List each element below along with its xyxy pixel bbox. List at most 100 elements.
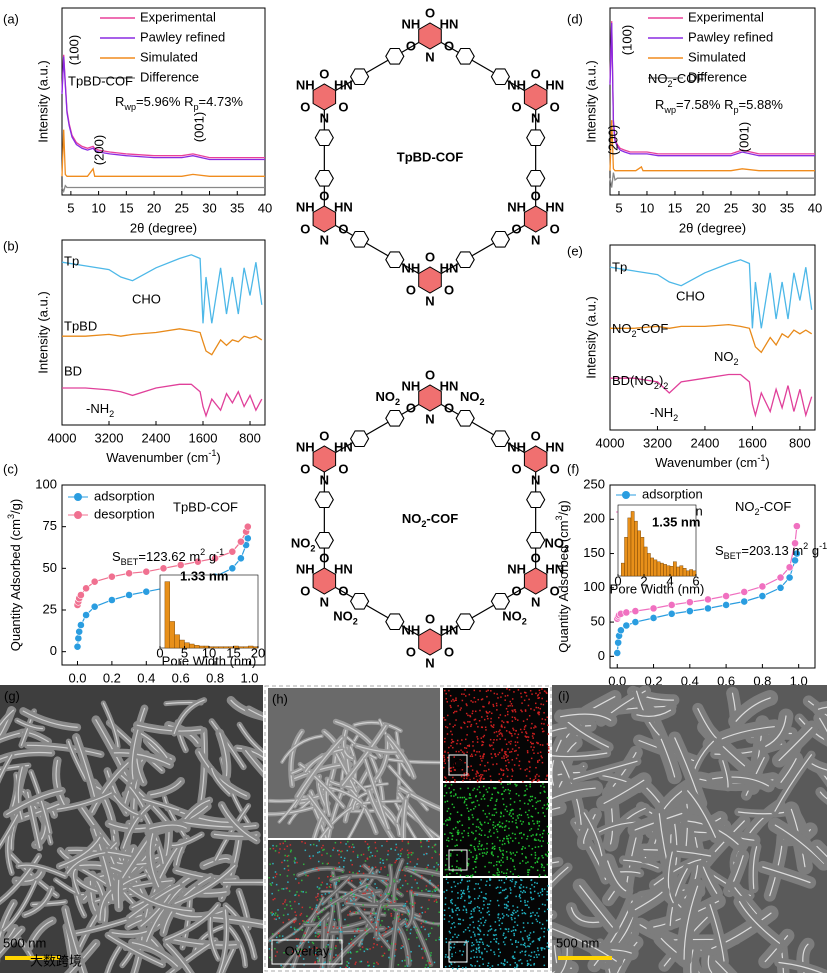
map-dot [321, 854, 323, 856]
data-point [613, 649, 622, 657]
map-dot [478, 804, 480, 806]
node-ring [523, 567, 548, 595]
map-dot [545, 778, 547, 780]
map-dot [279, 873, 282, 876]
map-dot [393, 879, 395, 881]
phenyl-ring [455, 251, 475, 269]
fiber-edge [16, 719, 43, 730]
scale-bar-label: 500 nm [3, 935, 46, 950]
map-dot [458, 909, 461, 911]
map-dot [399, 855, 402, 857]
map-dot [475, 773, 477, 775]
map-dot [516, 924, 519, 927]
map-dot [500, 859, 502, 862]
map-dot [431, 890, 434, 893]
map-dot [410, 950, 412, 953]
map-dot [529, 800, 531, 802]
map-dot [471, 916, 474, 918]
map-dot [498, 904, 500, 907]
map-dot [505, 878, 508, 880]
map-dot [302, 958, 305, 960]
map-dot [377, 963, 379, 965]
map-dot [375, 929, 378, 932]
map-dot [470, 874, 472, 877]
map-dot [534, 857, 537, 859]
map-dot [447, 807, 450, 810]
map-dot [487, 964, 489, 967]
map-dot [520, 709, 522, 712]
map-dot [297, 952, 299, 954]
y-axis-label: Quantity Adsorbed (cm3/g) [6, 499, 23, 651]
map-dot [450, 791, 452, 793]
map-dot [443, 918, 446, 920]
histogram-bar [653, 559, 658, 577]
map-dot [483, 904, 485, 906]
map-dot [520, 931, 522, 933]
map-dot [410, 959, 413, 962]
map-dot [390, 895, 393, 897]
x-tick-label: 0.2 [645, 673, 663, 688]
map-dot [510, 857, 512, 860]
atom-label: N [425, 411, 434, 426]
map-dot [299, 942, 302, 944]
map-dot [474, 701, 477, 703]
map-dot [524, 901, 526, 904]
map-dot [539, 692, 541, 694]
map-dot [354, 963, 357, 965]
map-dot [449, 872, 451, 875]
map-dot [467, 721, 469, 723]
phenyl-ring [314, 129, 334, 147]
map-dot [410, 875, 412, 877]
map-dot [374, 916, 376, 919]
map-dot [538, 689, 541, 692]
map-dot [329, 884, 332, 886]
map-dot [482, 907, 484, 910]
map-dot [324, 926, 327, 929]
map-dot [443, 794, 446, 797]
text-part: 2 [522, 617, 527, 627]
fiber-edge [299, 763, 345, 808]
map-dot [531, 805, 534, 807]
map-dot [416, 936, 418, 939]
map-dot [447, 756, 449, 759]
series-name: Tp [612, 259, 627, 274]
map-dot [518, 760, 521, 763]
map-dot [461, 739, 463, 741]
map-dot [518, 764, 520, 767]
map-dot [478, 720, 481, 722]
map-dot [367, 878, 369, 881]
map-dot [500, 778, 502, 780]
map-dot [338, 927, 341, 929]
fiber-edge [735, 697, 771, 722]
map-dot [543, 888, 546, 890]
node-ring [418, 384, 442, 412]
map-dot [453, 946, 455, 949]
map-dot [474, 849, 477, 851]
map-dot [451, 902, 454, 905]
map-dot [309, 844, 312, 846]
map-dot [314, 935, 317, 937]
map-dot [502, 786, 504, 789]
map-dot [446, 800, 449, 803]
map-dot [543, 964, 546, 967]
map-dot [503, 872, 505, 875]
map-dot [507, 705, 509, 707]
map-dot [528, 715, 531, 717]
map-dot [532, 732, 534, 735]
map-dot [501, 913, 504, 915]
annotation: -NH2 [650, 405, 678, 423]
map-dot [501, 749, 503, 752]
map-dot [412, 869, 415, 871]
map-dot [407, 841, 410, 843]
x-tick-label: 2400 [690, 435, 719, 450]
map-dot [483, 798, 486, 800]
fiber-edge [690, 949, 694, 973]
atom-label: O [444, 38, 454, 53]
map-dot [511, 698, 514, 700]
map-dot [476, 741, 479, 743]
fiber-edge [0, 810, 20, 847]
map-dot [498, 924, 501, 927]
map-dot [504, 826, 506, 828]
text-part: -COF [673, 71, 705, 86]
map-dot [312, 855, 314, 857]
